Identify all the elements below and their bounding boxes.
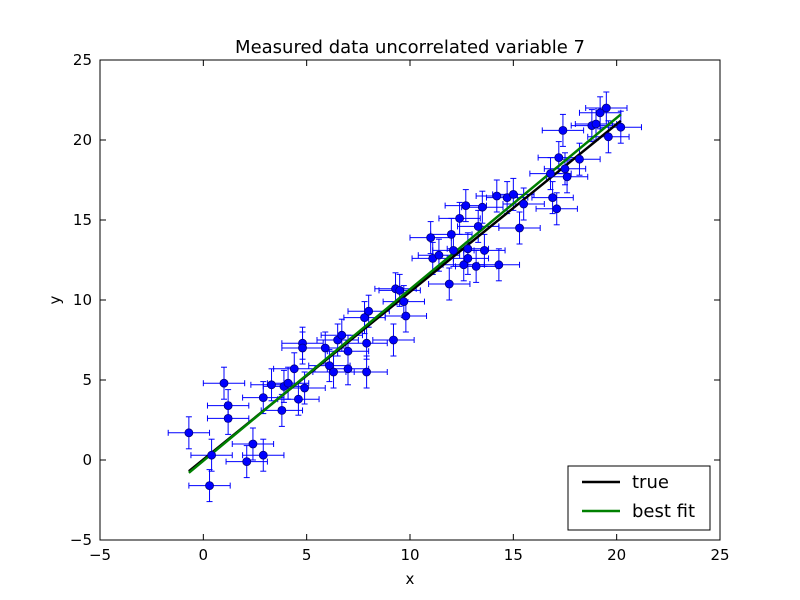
data-point bbox=[300, 383, 310, 393]
data-point bbox=[519, 199, 529, 209]
legend-frame bbox=[567, 465, 711, 531]
data-point bbox=[494, 260, 504, 270]
data-point bbox=[207, 450, 217, 460]
y-tick-label: 5 bbox=[82, 371, 92, 389]
data-point bbox=[343, 346, 353, 356]
x-tick-label: 15 bbox=[504, 546, 523, 564]
data-point bbox=[293, 394, 303, 404]
data-point bbox=[604, 132, 613, 142]
data-point bbox=[337, 330, 347, 340]
data-point bbox=[562, 172, 572, 182]
data-point bbox=[362, 338, 372, 348]
data-point bbox=[461, 201, 471, 211]
data-point bbox=[554, 153, 564, 163]
data-point bbox=[360, 313, 369, 323]
data-point bbox=[395, 285, 405, 295]
data-point bbox=[184, 428, 194, 438]
data-point bbox=[426, 233, 436, 243]
y-tick-label: 15 bbox=[73, 211, 92, 229]
legend-best-fit-label: best fit bbox=[632, 501, 695, 522]
data-point bbox=[508, 189, 518, 199]
x-tick-label: −5 bbox=[89, 546, 111, 564]
x-tick-label: 20 bbox=[607, 546, 626, 564]
data-point bbox=[219, 378, 229, 388]
data-point bbox=[459, 260, 469, 270]
data-point bbox=[446, 229, 456, 239]
data-point bbox=[463, 244, 473, 254]
legend-true-label: true bbox=[632, 472, 669, 493]
data-point bbox=[595, 108, 605, 118]
x-tick-label: 25 bbox=[710, 546, 729, 564]
data-point bbox=[444, 279, 454, 289]
data-point bbox=[492, 191, 502, 201]
data-point bbox=[552, 204, 562, 214]
data-point bbox=[242, 457, 252, 467]
y-tick-label: 20 bbox=[73, 131, 92, 149]
data-point bbox=[399, 297, 409, 307]
data-point bbox=[320, 343, 330, 353]
data-point bbox=[434, 250, 444, 260]
data-point bbox=[248, 439, 258, 449]
data-point bbox=[477, 202, 487, 212]
data-point bbox=[289, 364, 299, 374]
data-point bbox=[515, 223, 524, 233]
legend: true best fit bbox=[567, 465, 711, 531]
data-point bbox=[223, 401, 233, 411]
plot-area: −5 0 5 10 15 20 25 −5 0 5 10 15 20 25 bbox=[70, 51, 730, 564]
data-point bbox=[575, 154, 584, 164]
data-point bbox=[546, 169, 555, 179]
data-point bbox=[560, 164, 570, 174]
data-point bbox=[548, 193, 557, 203]
y-tick-label: 10 bbox=[73, 291, 92, 309]
y-tick-label: −5 bbox=[70, 531, 92, 549]
data-point bbox=[298, 343, 307, 353]
data-point bbox=[343, 364, 353, 374]
data-point bbox=[389, 335, 398, 345]
x-tick-label: 10 bbox=[400, 546, 419, 564]
x-tick-label: 5 bbox=[302, 546, 312, 564]
y-axis-label: y bbox=[46, 295, 64, 304]
data-point bbox=[205, 481, 214, 491]
data-point bbox=[455, 213, 465, 223]
data-points bbox=[184, 103, 626, 491]
data-point bbox=[329, 367, 338, 377]
data-point bbox=[463, 253, 473, 263]
data-point bbox=[471, 261, 481, 271]
y-tick-label: 0 bbox=[82, 451, 92, 469]
data-point bbox=[362, 367, 372, 377]
data-point bbox=[223, 413, 233, 423]
data-point bbox=[473, 221, 483, 231]
chart-title: Measured data uncorrelated variable 7 bbox=[235, 37, 585, 58]
data-point bbox=[258, 450, 268, 460]
data-point bbox=[558, 125, 568, 135]
data-point bbox=[479, 245, 489, 255]
y-tick-label: 25 bbox=[73, 51, 92, 69]
data-point bbox=[267, 380, 276, 390]
data-point bbox=[283, 378, 293, 388]
data-point bbox=[324, 361, 334, 371]
data-point bbox=[364, 306, 374, 316]
x-tick-label: 0 bbox=[199, 546, 209, 564]
data-point bbox=[616, 122, 626, 132]
data-point bbox=[601, 103, 611, 113]
data-point bbox=[401, 311, 411, 321]
x-axis-label: x bbox=[406, 570, 415, 588]
data-point bbox=[277, 405, 287, 415]
data-point bbox=[448, 245, 458, 255]
axes-frame bbox=[99, 59, 721, 541]
data-point bbox=[258, 393, 268, 403]
data-point bbox=[591, 119, 601, 129]
